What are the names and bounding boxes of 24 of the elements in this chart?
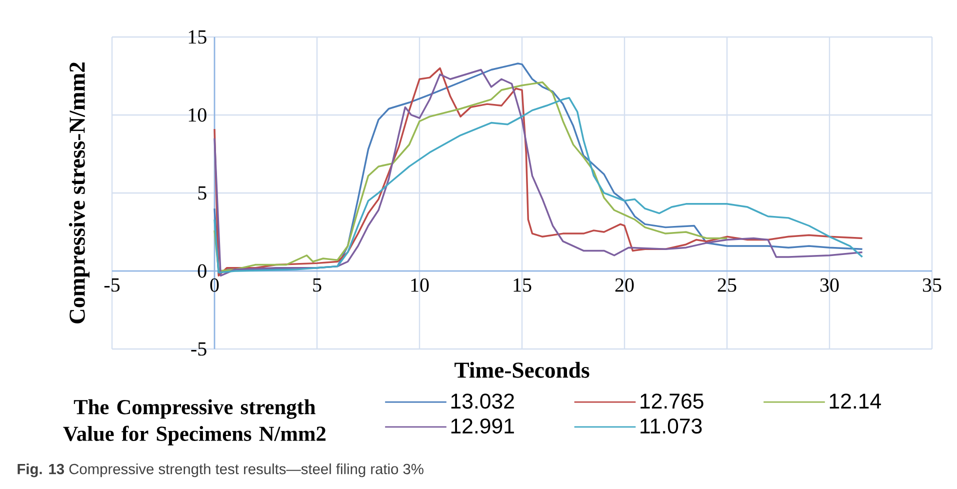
legend-label: 12.765 xyxy=(640,394,704,409)
y-tick-label: 15 xyxy=(188,30,206,44)
y-axis-title: Compressive stress-N/mm2 xyxy=(68,62,90,324)
x-tick-label: -5 xyxy=(104,278,120,292)
x-tick-label: 20 xyxy=(615,278,634,292)
x-axis-title: Time-Seconds xyxy=(454,362,590,378)
x-tick-label: 30 xyxy=(820,278,839,292)
x-tick-label: 0 xyxy=(210,278,219,292)
line-series xyxy=(214,81,728,272)
x-tick-label: 10 xyxy=(411,278,429,292)
y-tick-label: 5 xyxy=(198,186,206,200)
x-tick-label: 5 xyxy=(313,278,322,292)
text: Fig. 13 Compressive strength test results—steel filing ratio 3% xyxy=(18,463,424,478)
legend-label: 12.14 xyxy=(830,394,881,408)
legend-title: The Compressive strength Value for Specimens N/mm2 xyxy=(63,399,326,446)
x-tick-label: 25 xyxy=(718,278,736,292)
y-tick-label: -5 xyxy=(191,342,206,356)
x-tick-label: 15 xyxy=(514,278,532,292)
y-tick-label: 10 xyxy=(188,108,206,122)
x-tick-label: 35 xyxy=(922,278,942,292)
y-tick-label: 0 xyxy=(198,264,206,278)
legend-label: 12.991 xyxy=(451,418,514,434)
legend-label: 13.032 xyxy=(451,394,514,409)
legend-label: 11.073 xyxy=(640,418,702,434)
